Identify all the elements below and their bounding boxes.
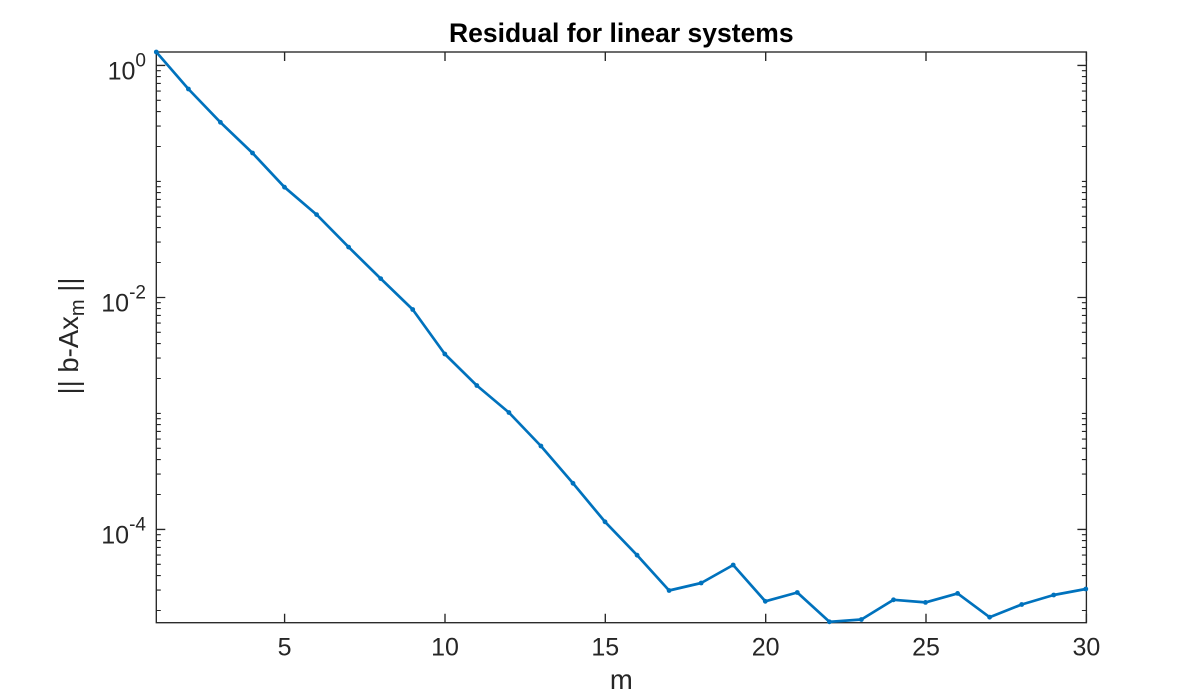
svg-text:30: 30	[1072, 634, 1100, 662]
svg-text:25: 25	[912, 634, 940, 662]
svg-text:20: 20	[752, 634, 780, 662]
svg-text:|| b-Axm ||: || b-Axm ||	[53, 277, 89, 394]
svg-text:10: 10	[431, 634, 459, 662]
svg-text:10-2: 10-2	[101, 283, 146, 318]
svg-text:Residual for linear systems: Residual for linear systems	[449, 18, 794, 48]
svg-text:5: 5	[278, 634, 292, 662]
svg-text:15: 15	[591, 634, 619, 662]
svg-text:m: m	[610, 664, 633, 695]
